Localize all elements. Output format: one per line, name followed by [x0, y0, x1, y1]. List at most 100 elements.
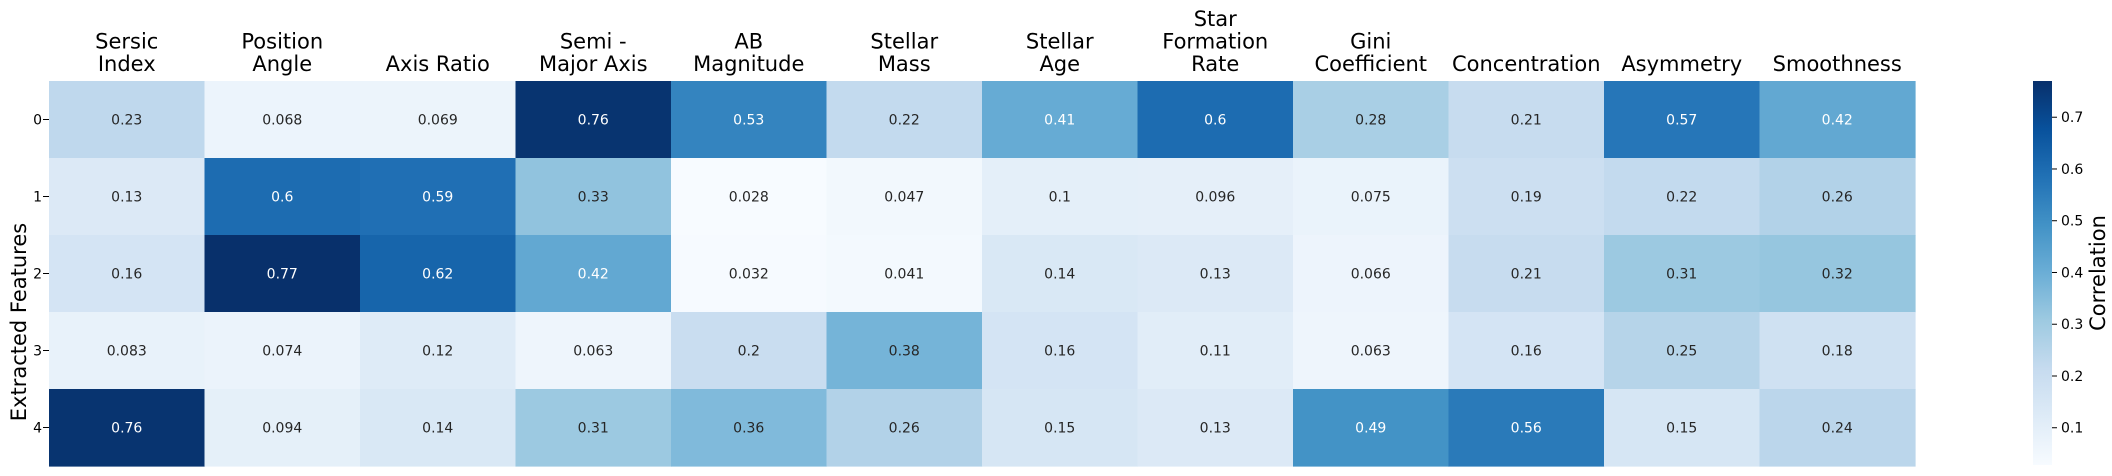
heatmap-cell — [671, 389, 828, 467]
cell-value-label: 0.53 — [733, 113, 764, 129]
cell-value-label: 0.77 — [267, 267, 298, 283]
cell-value-label: 0.42 — [1822, 113, 1853, 129]
column-label: Gini — [1350, 30, 1391, 54]
heatmap-cell — [671, 81, 828, 159]
cell-value-label: 0.22 — [1666, 190, 1697, 206]
heatmap-cell — [826, 235, 983, 313]
cell-value-label: 0.21 — [1511, 113, 1542, 129]
heatmap-cell — [515, 235, 672, 313]
cell-value-label: 0.28 — [1355, 113, 1386, 129]
column-label: Position — [241, 30, 323, 54]
row-labels: 0 1 2 3 4 — [33, 113, 49, 437]
heatmap-cell — [671, 312, 828, 390]
colorbar-tick-label: 0.2 — [2061, 369, 2083, 385]
heatmap-cell — [671, 158, 828, 236]
cell-value-label: 0.047 — [884, 190, 924, 206]
heatmap-cell — [1293, 235, 1450, 313]
heatmap-cell — [515, 312, 672, 390]
cell-value-label: 0.33 — [578, 190, 609, 206]
column-label: Smoothness — [1773, 52, 1902, 76]
heatmap-cell — [360, 312, 517, 390]
heatmap-cell — [671, 235, 828, 313]
heatmap-cell — [204, 81, 361, 159]
heatmap-cell — [1604, 312, 1761, 390]
colorbar-tick-label: 0.4 — [2061, 265, 2083, 281]
row-label: 2 — [33, 267, 42, 283]
colorbar-tick-label: 0.1 — [2061, 421, 2083, 437]
heatmap-cell — [1293, 158, 1450, 236]
cell-value-label: 0.13 — [1200, 421, 1231, 437]
cell-value-label: 0.36 — [733, 421, 764, 437]
cell-value-label: 0.25 — [1666, 344, 1697, 360]
cell-value-label: 0.028 — [729, 190, 769, 206]
heatmap-cell — [204, 158, 361, 236]
heatmap-cell — [982, 389, 1139, 467]
heatmap-cell — [1293, 81, 1450, 159]
cell-value-label: 0.083 — [107, 344, 147, 360]
heatmap-cell — [49, 81, 206, 159]
colorbar-label: Correlation — [2086, 215, 2110, 331]
heatmap-cell — [826, 312, 983, 390]
heatmap-cell — [1604, 389, 1761, 467]
colorbar-tick-label: 0.6 — [2061, 162, 2083, 178]
heatmap-cell — [1448, 158, 1605, 236]
cell-value-label: 0.16 — [1044, 344, 1075, 360]
cell-value-label: 0.26 — [1822, 190, 1853, 206]
heatmap-cell — [1137, 312, 1294, 390]
cell-value-label: 0.15 — [1044, 421, 1075, 437]
row-label: 0 — [33, 113, 42, 129]
row-label: 3 — [33, 344, 42, 360]
column-label: Major Axis — [539, 52, 648, 76]
heatmap-cell — [360, 81, 517, 159]
column-label: Stellar — [1026, 30, 1094, 54]
cell-value-label: 0.063 — [573, 344, 613, 360]
column-label: Asymmetry — [1621, 52, 1742, 76]
cell-value-label: 0.14 — [422, 421, 453, 437]
cell-value-label: 0.32 — [1822, 267, 1853, 283]
cell-value-label: 0.76 — [111, 421, 142, 437]
cell-value-label: 0.62 — [422, 267, 453, 283]
cell-value-label: 0.1 — [1049, 190, 1071, 206]
cell-value-label: 0.41 — [1044, 113, 1075, 129]
cell-value-label: 0.6 — [1204, 113, 1226, 129]
heatmap-cell — [1759, 312, 1916, 390]
cell-value-label: 0.31 — [1666, 267, 1697, 283]
heatmap-cell — [1759, 235, 1916, 313]
cell-value-label: 0.066 — [1351, 267, 1391, 283]
heatmap-cell — [515, 158, 672, 236]
cell-value-label: 0.15 — [1666, 421, 1697, 437]
cell-value-label: 0.57 — [1666, 113, 1697, 129]
heatmap-cell — [515, 81, 672, 159]
heatmap-cell — [826, 389, 983, 467]
heatmap-cell — [360, 389, 517, 467]
column-label: Sersic — [95, 30, 158, 54]
heatmap-cell — [826, 81, 983, 159]
colorbar — [2033, 81, 2052, 465]
heatmap-cell — [1448, 81, 1605, 159]
column-label: Age — [1039, 52, 1080, 76]
column-label: Rate — [1191, 52, 1239, 76]
y-axis-label: Extracted Features — [7, 223, 31, 421]
cell-value-label: 0.24 — [1822, 421, 1853, 437]
heatmap-cell — [1293, 312, 1450, 390]
heatmap-cell — [826, 158, 983, 236]
heatmap-cell — [204, 235, 361, 313]
cell-value-label: 0.16 — [1511, 344, 1542, 360]
cell-value-label: 0.2 — [738, 344, 760, 360]
heatmap-cell — [1759, 158, 1916, 236]
heatmap-cell — [360, 158, 517, 236]
heatmap-cell — [1759, 389, 1916, 467]
heatmap-cell — [204, 389, 361, 467]
column-label: Axis Ratio — [386, 52, 490, 76]
cell-value-label: 0.12 — [422, 344, 453, 360]
cell-value-label: 0.42 — [578, 267, 609, 283]
colorbar-tick-label: 0.7 — [2061, 110, 2083, 126]
cell-value-label: 0.76 — [578, 113, 609, 129]
column-label: Index — [98, 52, 156, 76]
cell-value-label: 0.032 — [729, 267, 769, 283]
column-label: Magnitude — [693, 52, 804, 76]
heatmap-cell — [1137, 81, 1294, 159]
cell-value-label: 0.31 — [578, 421, 609, 437]
row-label: 1 — [33, 190, 42, 206]
cell-value-label: 0.069 — [418, 113, 458, 129]
